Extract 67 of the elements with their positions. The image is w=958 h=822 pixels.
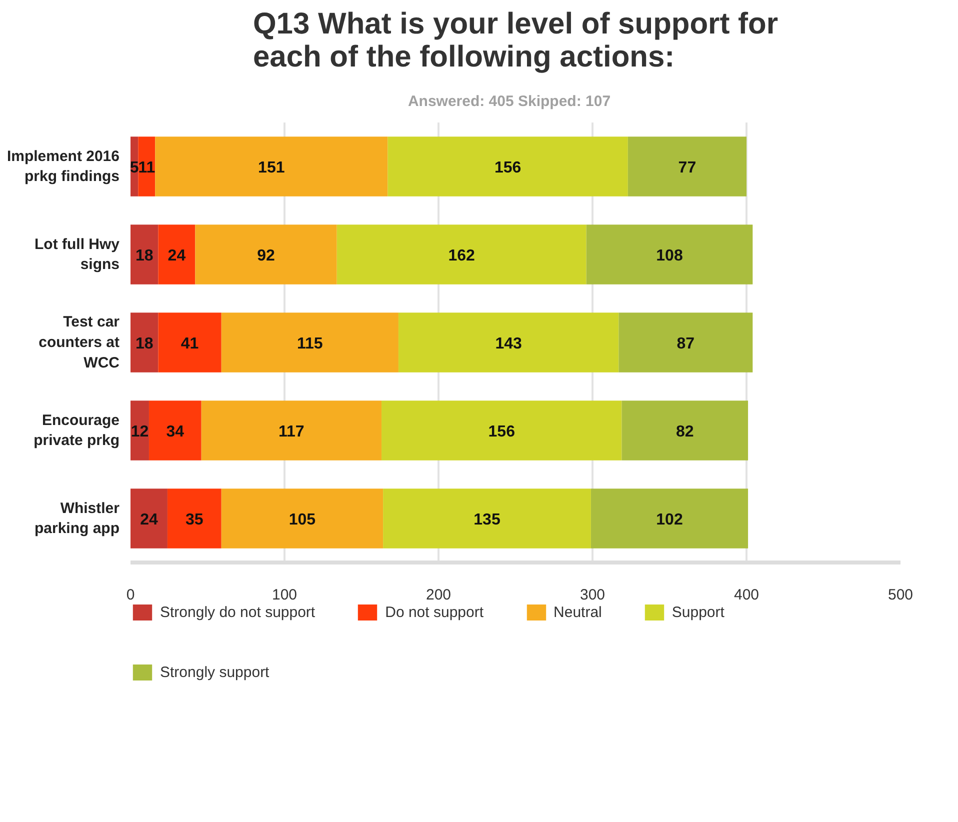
data-label: 162 — [448, 248, 476, 264]
data-label: 34 — [166, 424, 184, 440]
data-label: 12 — [130, 424, 149, 440]
bar — [158, 224, 196, 284]
data-label: 18 — [135, 248, 154, 264]
data-label: 108 — [656, 248, 683, 264]
data-label: 82 — [676, 424, 694, 440]
bar — [138, 136, 156, 196]
data-label: 92 — [257, 248, 276, 264]
data-label: 156 — [488, 424, 516, 440]
data-label: 105 — [288, 512, 316, 528]
data-label: 24 — [168, 248, 186, 264]
data-label: 151 — [258, 160, 285, 176]
data-label: 135 — [474, 512, 500, 528]
bar — [586, 224, 753, 284]
data-label: 24 — [140, 512, 158, 528]
bar — [201, 400, 382, 460]
data-label: 35 — [186, 512, 204, 528]
data-label: 115 — [297, 336, 323, 352]
chart-title: Q13 What is your level of support for each of the following actions: — [252, 8, 778, 74]
y-tick-label: Lot full Hwy signs — [34, 236, 120, 274]
data-label: 5 — [130, 160, 139, 176]
data-label: 41 — [180, 336, 199, 352]
bar — [130, 312, 158, 372]
bar — [221, 312, 398, 372]
bar — [148, 400, 202, 460]
bar — [383, 488, 591, 548]
y-tick-label: Implement 2016 prkg findings — [6, 148, 120, 186]
x-tick-label: 200 — [426, 586, 452, 604]
data-label: 11 — [138, 160, 156, 176]
legend-label: Neutral — [554, 604, 602, 620]
bar — [628, 136, 746, 196]
x-tick-label: 500 — [888, 586, 914, 604]
x-tick-label: 400 — [734, 586, 760, 604]
bar — [618, 312, 753, 372]
bar — [590, 488, 748, 548]
bar — [221, 488, 384, 548]
legend-label: Strongly support — [160, 664, 270, 680]
legend-label: Support — [672, 604, 724, 620]
legend-label: Strongly do not support — [160, 604, 316, 620]
x-tick-label: 0 — [126, 586, 135, 604]
data-label: 18 — [135, 336, 154, 352]
y-tick-label: Encourage private prkg — [34, 412, 120, 450]
bar — [130, 488, 168, 548]
bar — [155, 136, 388, 196]
bar — [382, 400, 622, 460]
bar — [336, 224, 586, 284]
data-label: 117 — [278, 424, 304, 440]
data-label: 143 — [495, 336, 522, 352]
bar — [195, 224, 337, 284]
data-label: 102 — [656, 512, 683, 528]
y-tick-label: Whistler parking app — [34, 500, 120, 538]
y-tick-label: Test car counters at WCC — [38, 314, 120, 372]
bar — [388, 136, 628, 196]
bar — [398, 312, 619, 372]
bar — [167, 488, 222, 548]
bar — [158, 312, 222, 372]
bar — [130, 400, 149, 460]
x-tick-label: 100 — [272, 586, 298, 604]
data-label: 77 — [678, 160, 696, 176]
bar — [622, 400, 748, 460]
legend-label: Do not support — [385, 604, 484, 620]
chart-subtitle: Answered: 405 Skipped: 107 — [408, 93, 611, 110]
bar — [130, 224, 158, 284]
data-label: 87 — [676, 336, 695, 352]
data-label: 156 — [494, 160, 522, 176]
x-tick-label: 300 — [580, 586, 606, 604]
